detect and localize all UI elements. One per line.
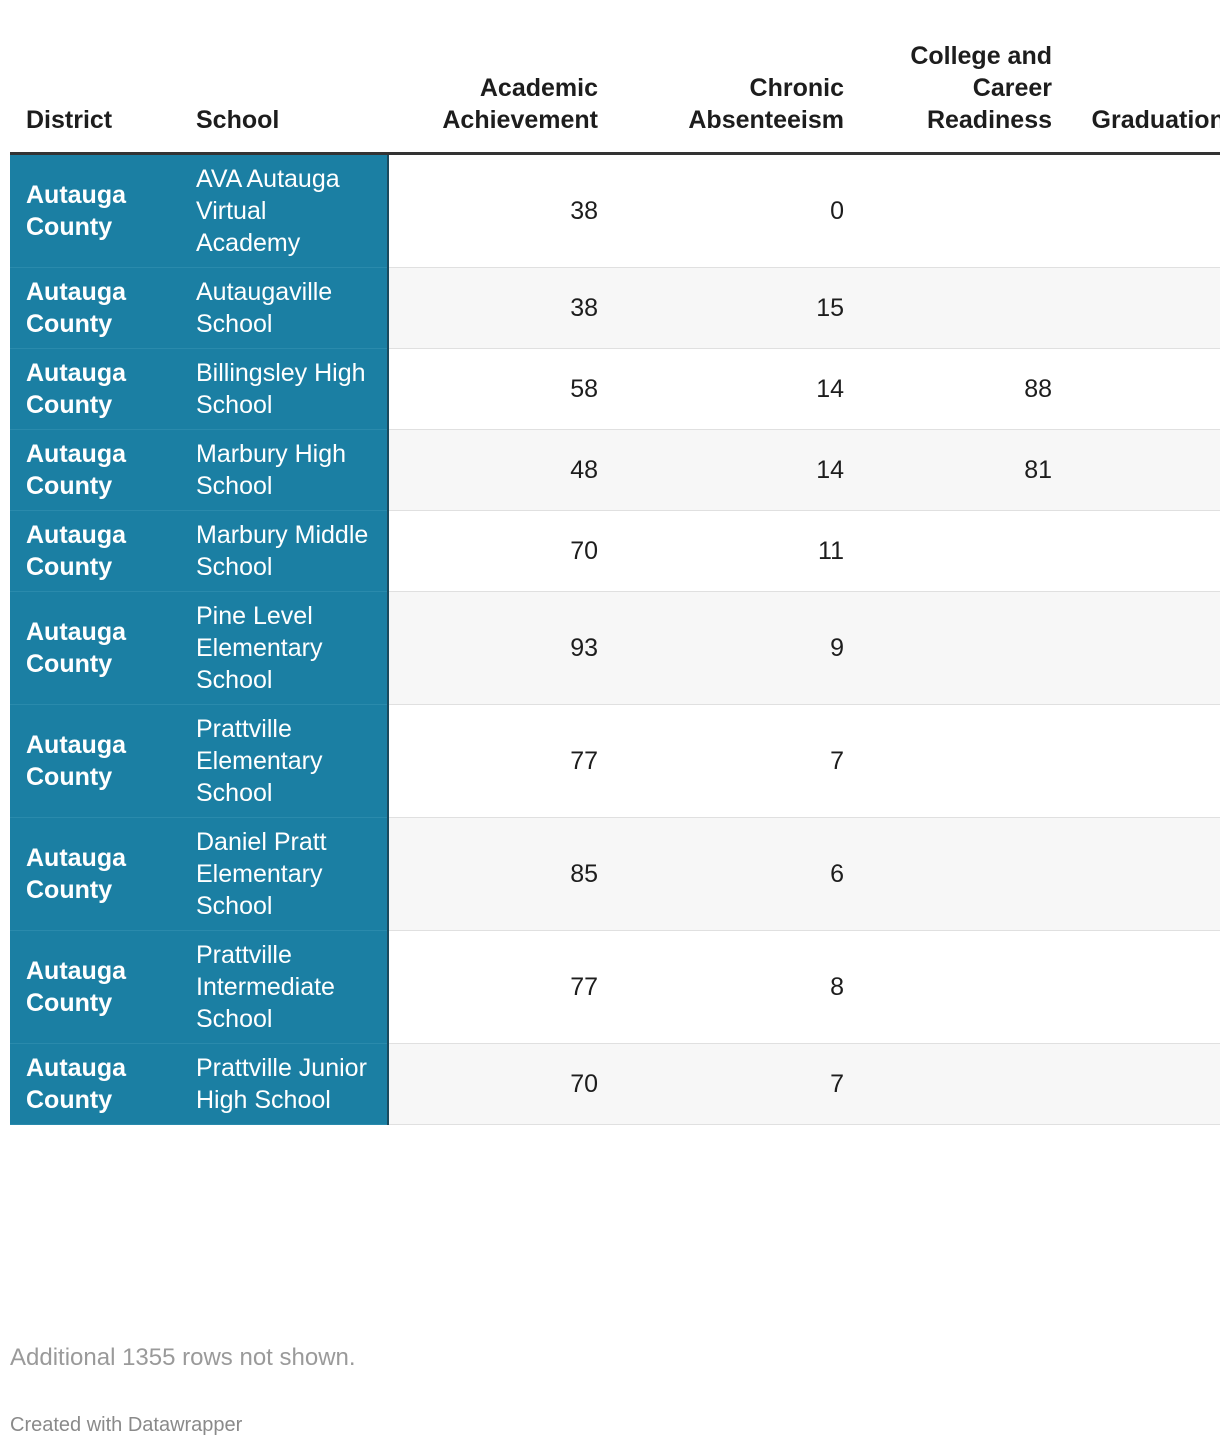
value-cell: 93 — [388, 591, 612, 705]
school-cell: Billingsley High School — [180, 348, 389, 430]
value-cell — [1066, 153, 1220, 268]
value-cell: 8 — [612, 930, 858, 1044]
value-cell: 7 — [612, 1043, 858, 1125]
table-row: Autauga County Pine Level Elementary Scho… — [10, 591, 1220, 705]
value-cell: 77 — [388, 704, 612, 818]
school-cell: Autaugaville School — [180, 267, 389, 349]
value-cell — [1066, 510, 1220, 592]
district-cell: Autauga County — [10, 348, 180, 430]
value-cell — [858, 704, 1066, 818]
value-cell — [1066, 267, 1220, 349]
value-cell: 6 — [612, 817, 858, 931]
school-cell: Marbury Middle School — [180, 510, 389, 592]
value-cell: 70 — [388, 510, 612, 592]
district-cell: Autauga County — [10, 930, 180, 1044]
value-cell — [858, 510, 1066, 592]
value-cell: 14 — [612, 348, 858, 430]
table-row: Autauga County Autaugaville School 38 15 — [10, 267, 1220, 349]
district-cell: Autauga County — [10, 510, 180, 592]
value-cell — [858, 591, 1066, 705]
value-cell: 77 — [388, 930, 612, 1044]
district-cell: Autauga County — [10, 429, 180, 511]
table-row: Autauga County Marbury High School 48 14 81 — [10, 429, 1220, 511]
table-row: Autauga County AVA Autauga Virtual Academ… — [10, 153, 1220, 268]
value-cell: 58 — [388, 348, 612, 430]
table-container: District School Academic Achievement Chroni… — [10, 40, 1220, 1125]
district-cell: Autauga County — [10, 704, 180, 818]
table-body: Autauga County AVA Autauga Virtual Academ… — [10, 153, 1220, 1125]
value-cell — [858, 817, 1066, 931]
data-table: District School Academic Achievement Chroni… — [10, 40, 1220, 1125]
column-header: School — [180, 40, 388, 155]
school-cell: Daniel Pratt Elementary School — [180, 817, 389, 931]
value-cell — [1066, 429, 1220, 511]
table-row: Autauga County Prattville Intermediate Sc… — [10, 930, 1220, 1044]
value-cell: 11 — [612, 510, 858, 592]
value-cell — [1066, 817, 1220, 931]
column-header: College and Career Readiness — [858, 40, 1066, 155]
value-cell — [1066, 1043, 1220, 1125]
school-cell: Prattville Junior High School — [180, 1043, 389, 1125]
value-cell — [858, 267, 1066, 349]
value-cell: 88 — [858, 348, 1066, 430]
school-cell: Prattville Elementary School — [180, 704, 389, 818]
school-cell: AVA Autauga Virtual Academy — [180, 153, 389, 268]
column-header: District — [10, 40, 180, 155]
value-cell — [1066, 348, 1220, 430]
value-cell: 85 — [388, 817, 612, 931]
table-row: Autauga County Billingsley High School 58 1… — [10, 348, 1220, 430]
value-cell: 14 — [612, 429, 858, 511]
value-cell — [1066, 930, 1220, 1044]
value-cell — [858, 930, 1066, 1044]
district-cell: Autauga County — [10, 267, 180, 349]
district-cell: Autauga County — [10, 153, 180, 268]
value-cell: 48 — [388, 429, 612, 511]
school-cell: Marbury High School — [180, 429, 389, 511]
table-row: Autauga County Prattville Elementary Scho… — [10, 704, 1220, 818]
value-cell: 81 — [858, 429, 1066, 511]
value-cell — [1066, 591, 1220, 705]
credit: Created with Datawrapper — [10, 1414, 243, 1436]
school-cell: Pine Level Elementary School — [180, 591, 389, 705]
value-cell: 70 — [388, 1043, 612, 1125]
district-cell: Autauga County — [10, 591, 180, 705]
rows-note: Additional 1355 rows not shown. — [10, 1344, 356, 1371]
value-cell: 9 — [612, 591, 858, 705]
value-cell: 38 — [388, 153, 612, 268]
table-row: Autauga County Prattville Junior High Sch… — [10, 1043, 1220, 1125]
value-cell — [858, 153, 1066, 268]
value-cell: 38 — [388, 267, 612, 349]
column-header: Graduation Rate — [1066, 40, 1220, 155]
value-cell: 0 — [612, 153, 858, 268]
table-row: Autauga County Marbury Middle School 70 11 — [10, 510, 1220, 592]
value-cell: 15 — [612, 267, 858, 349]
value-cell — [858, 1043, 1066, 1125]
value-cell — [1066, 704, 1220, 818]
district-cell: Autauga County — [10, 817, 180, 931]
school-cell: Prattville Intermediate School — [180, 930, 389, 1044]
district-cell: Autauga County — [10, 1043, 180, 1125]
column-header: Academic Achievement — [388, 40, 612, 155]
table-row: Autauga County Daniel Pratt Elementary Sc… — [10, 817, 1220, 931]
header-row: District School Academic Achievement Chroni… — [10, 40, 1220, 155]
value-cell: 7 — [612, 704, 858, 818]
column-header: Chronic Absenteeism — [612, 40, 858, 155]
